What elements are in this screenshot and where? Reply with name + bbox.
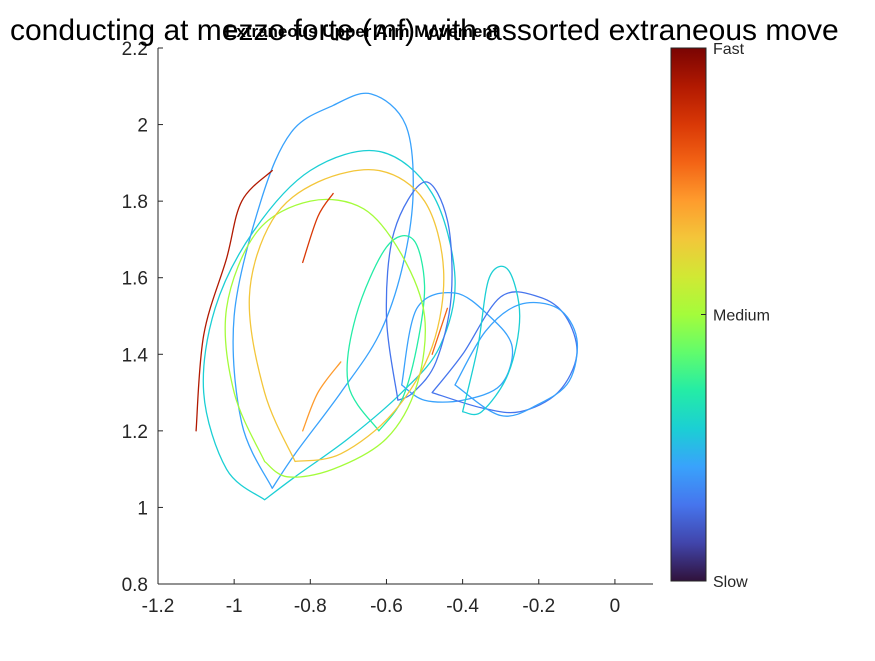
x-tick-label: 0	[610, 596, 621, 617]
trajectory-line	[401, 292, 514, 403]
trajectory-line	[431, 291, 578, 414]
x-tick-label: -0.8	[294, 596, 327, 617]
trajectory-line	[346, 235, 426, 432]
trajectory-line	[232, 92, 414, 489]
x-tick-label: -0.4	[446, 596, 479, 617]
trajectory-line	[202, 149, 456, 501]
y-tick-label: 1.2	[122, 422, 148, 443]
y-tick-label: 2.2	[122, 39, 148, 60]
y-tick-label: 2	[137, 116, 148, 137]
x-tick-label: -0.6	[370, 596, 403, 617]
y-tick-label: 0.8	[122, 575, 148, 596]
trajectory-line	[461, 265, 521, 416]
trajectory-line	[431, 307, 449, 355]
colorbar-label-slow: Slow	[713, 574, 748, 591]
trajectory-line	[224, 198, 426, 478]
x-tick-label: -0.2	[522, 596, 555, 617]
trajectory-line	[302, 192, 334, 264]
y-tick-label: 1.4	[122, 345, 149, 366]
x-tick-label: -1.2	[142, 596, 175, 617]
colorbar-label-fast: Fast	[713, 41, 745, 58]
trajectory-line	[385, 181, 453, 401]
trajectory-line	[302, 361, 342, 432]
chart-title: Extraneous Upper Arm Movement	[225, 22, 499, 41]
x-tick-label: -1	[226, 596, 243, 617]
trajectory-line	[248, 169, 445, 463]
colorbar-label-medium: Medium	[713, 308, 770, 325]
colorbar	[670, 47, 707, 582]
trajectory-line	[195, 169, 273, 432]
trajectory-line	[454, 301, 579, 417]
y-tick-label: 1	[137, 498, 148, 519]
y-tick-label: 1.6	[122, 269, 148, 290]
y-tick-label: 1.8	[122, 192, 148, 213]
figure-title: conducting at mezzo forte (mf) with asso…	[10, 14, 839, 47]
